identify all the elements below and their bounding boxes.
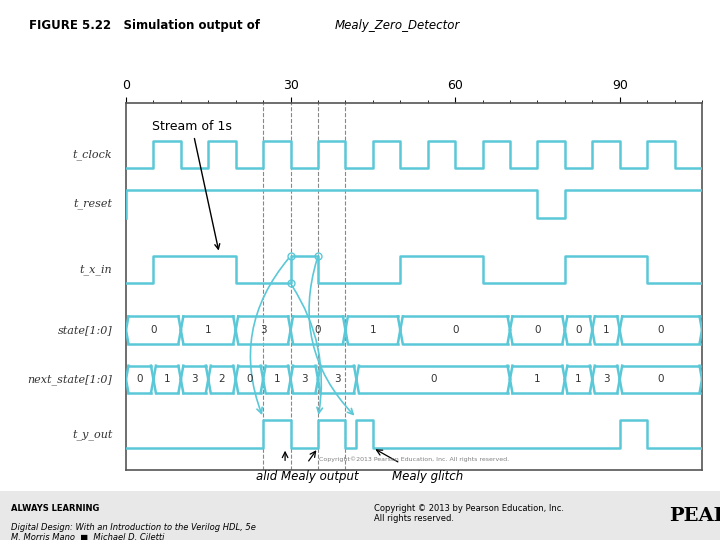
Text: 0: 0 <box>657 325 664 335</box>
Text: 0: 0 <box>452 325 459 335</box>
Text: Stream of 1s: Stream of 1s <box>152 120 232 249</box>
Text: 0: 0 <box>430 374 436 384</box>
Text: next_state[1:0]: next_state[1:0] <box>27 374 112 384</box>
Text: 3: 3 <box>334 374 341 384</box>
Text: 0: 0 <box>657 374 664 384</box>
Text: 0: 0 <box>150 325 157 335</box>
Text: Copyright © 2013 by Pearson Education, Inc.
All rights reserved.: Copyright © 2013 by Pearson Education, I… <box>374 504 564 523</box>
Text: Mealy_Zero_Detector: Mealy_Zero_Detector <box>335 19 460 32</box>
Text: 1: 1 <box>205 325 212 335</box>
Text: 1: 1 <box>164 374 171 384</box>
Text: 3: 3 <box>192 374 198 384</box>
Text: 2: 2 <box>219 374 225 384</box>
Text: PEARSON: PEARSON <box>670 507 720 525</box>
Text: t_clock: t_clock <box>73 149 112 160</box>
Text: 1: 1 <box>603 325 609 335</box>
Text: 0: 0 <box>246 374 253 384</box>
Text: 1: 1 <box>369 325 376 335</box>
Text: 1: 1 <box>534 374 541 384</box>
Text: 1: 1 <box>575 374 582 384</box>
Text: 3: 3 <box>603 374 609 384</box>
Text: ALWAYS LEARNING: ALWAYS LEARNING <box>11 503 99 512</box>
Text: 0: 0 <box>534 325 541 335</box>
Text: alid Mealy output: alid Mealy output <box>256 470 359 483</box>
Text: Mealy glitch: Mealy glitch <box>392 470 464 483</box>
Text: t_y_out: t_y_out <box>72 429 112 440</box>
Text: 1: 1 <box>274 374 280 384</box>
Text: state[1:0]: state[1:0] <box>58 325 112 335</box>
Text: t_x_in: t_x_in <box>80 265 112 275</box>
Text: 0: 0 <box>137 374 143 384</box>
Text: 3: 3 <box>301 374 307 384</box>
Text: FIGURE 5.22   Simulation output of: FIGURE 5.22 Simulation output of <box>29 19 264 32</box>
Text: 3: 3 <box>260 325 266 335</box>
Text: 0: 0 <box>315 325 321 335</box>
Text: Copyright©2013 Pearson Education, Inc. All rights reserved.: Copyright©2013 Pearson Education, Inc. A… <box>319 456 509 462</box>
Text: t_reset: t_reset <box>73 199 112 210</box>
Text: 0: 0 <box>575 325 582 335</box>
Text: Digital Design: With an Introduction to the Verilog HDL, 5e
M. Morris Mano  ■  M: Digital Design: With an Introduction to … <box>11 523 256 540</box>
